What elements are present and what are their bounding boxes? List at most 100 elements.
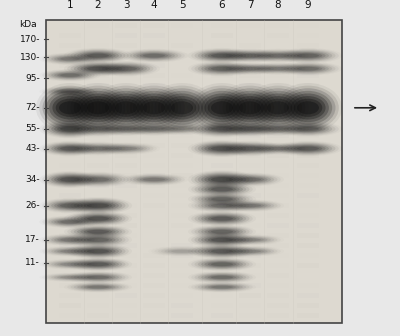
Text: 6: 6 [219, 0, 225, 10]
Ellipse shape [54, 175, 86, 183]
Ellipse shape [80, 176, 116, 183]
Ellipse shape [84, 262, 112, 267]
Ellipse shape [280, 49, 336, 62]
Ellipse shape [98, 62, 154, 75]
Text: 7: 7 [247, 0, 253, 10]
Ellipse shape [226, 124, 274, 134]
Ellipse shape [222, 88, 278, 127]
Ellipse shape [264, 126, 292, 132]
Ellipse shape [48, 274, 92, 281]
Ellipse shape [232, 145, 268, 152]
Ellipse shape [229, 65, 271, 72]
Ellipse shape [236, 249, 264, 253]
Ellipse shape [229, 237, 271, 243]
Ellipse shape [48, 143, 92, 154]
Ellipse shape [136, 96, 172, 120]
Ellipse shape [222, 64, 278, 74]
Ellipse shape [143, 54, 165, 57]
Bar [267, 123, 289, 128]
Bar [211, 103, 233, 108]
Ellipse shape [211, 238, 233, 242]
Ellipse shape [280, 142, 336, 155]
Ellipse shape [80, 275, 116, 280]
Ellipse shape [168, 127, 196, 131]
Ellipse shape [194, 200, 250, 211]
Ellipse shape [48, 200, 92, 211]
Ellipse shape [57, 57, 83, 61]
Bar [297, 263, 319, 268]
Ellipse shape [108, 145, 144, 152]
Bar [59, 153, 81, 158]
Ellipse shape [211, 217, 233, 221]
Ellipse shape [211, 177, 233, 182]
Bar [267, 133, 289, 138]
Ellipse shape [67, 258, 129, 270]
Ellipse shape [208, 126, 236, 132]
Ellipse shape [254, 124, 302, 134]
Ellipse shape [130, 91, 178, 125]
Ellipse shape [143, 178, 165, 181]
Ellipse shape [80, 285, 116, 290]
Ellipse shape [51, 124, 89, 134]
Ellipse shape [80, 65, 116, 72]
Ellipse shape [136, 126, 172, 132]
Ellipse shape [57, 262, 83, 266]
Text: 3: 3 [123, 0, 129, 10]
Ellipse shape [294, 126, 322, 132]
Ellipse shape [87, 147, 109, 151]
Text: 43-: 43- [25, 144, 40, 153]
Bar [171, 143, 193, 148]
Ellipse shape [57, 220, 83, 224]
Ellipse shape [77, 144, 119, 153]
Bar [239, 173, 261, 178]
Bar [115, 133, 137, 138]
Bar [239, 133, 261, 138]
Ellipse shape [70, 226, 126, 237]
Ellipse shape [87, 67, 109, 71]
Bar [297, 163, 319, 168]
Bar [143, 213, 165, 218]
Text: 4: 4 [151, 0, 157, 10]
Bar [239, 113, 261, 118]
Ellipse shape [198, 50, 246, 61]
Ellipse shape [257, 65, 299, 72]
Bar [59, 293, 81, 298]
Bar [267, 313, 289, 318]
Bar [171, 163, 193, 168]
Ellipse shape [284, 124, 332, 134]
Ellipse shape [264, 99, 292, 117]
Bar [143, 243, 165, 248]
Bar [143, 103, 165, 108]
Bar [171, 233, 193, 238]
Ellipse shape [60, 204, 80, 208]
Ellipse shape [123, 86, 185, 130]
Ellipse shape [254, 91, 302, 125]
Ellipse shape [80, 261, 116, 267]
Bar [267, 193, 289, 198]
Ellipse shape [257, 93, 299, 122]
Bar [87, 223, 109, 228]
Ellipse shape [236, 203, 264, 208]
Ellipse shape [239, 146, 261, 151]
Ellipse shape [57, 89, 83, 93]
Bar [267, 113, 289, 118]
Ellipse shape [87, 286, 109, 289]
Ellipse shape [201, 247, 243, 256]
Ellipse shape [67, 225, 129, 238]
Ellipse shape [229, 125, 271, 133]
Ellipse shape [239, 54, 261, 57]
Ellipse shape [194, 272, 250, 282]
Ellipse shape [297, 67, 319, 71]
Ellipse shape [108, 96, 144, 120]
Ellipse shape [294, 53, 322, 58]
Ellipse shape [115, 101, 137, 114]
Ellipse shape [204, 185, 240, 193]
Ellipse shape [164, 249, 200, 254]
Bar [239, 53, 261, 58]
Bar [115, 153, 137, 158]
Ellipse shape [42, 121, 98, 137]
Ellipse shape [67, 212, 129, 225]
Ellipse shape [51, 275, 89, 280]
Bar [239, 83, 261, 88]
Bar [211, 63, 233, 68]
